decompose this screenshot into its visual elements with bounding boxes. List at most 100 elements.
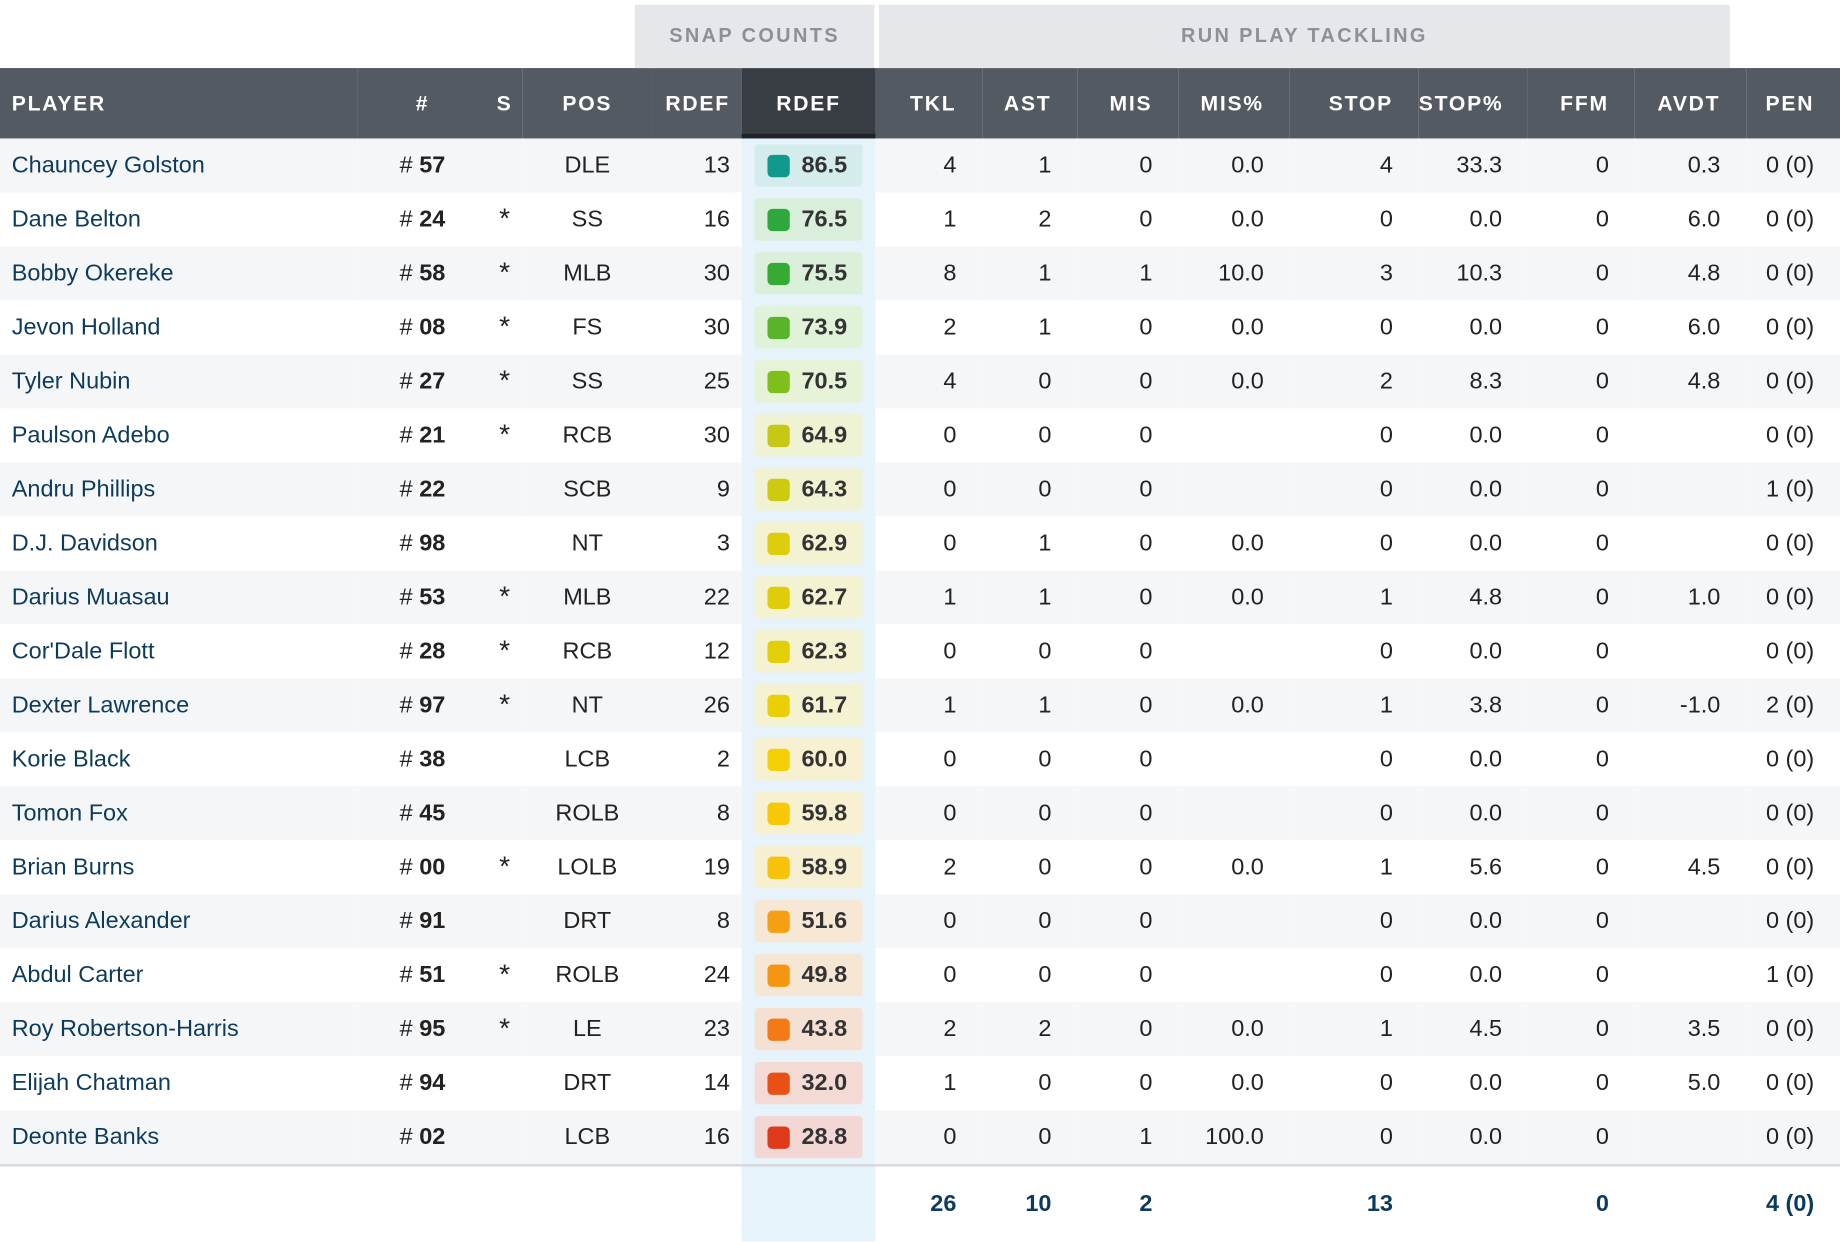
starter-marker	[487, 516, 523, 571]
mis-value: 0	[1077, 894, 1179, 949]
table-row[interactable]: Dane Belton # 24 * SS 16 76.5 1 2 0 0.0 0 0.0 0 6.0 0 …	[0, 192, 1840, 247]
tkl-value: 0	[875, 408, 983, 463]
table-row[interactable]: Bobby Okereke # 58 * MLB 30 75.5 8 1 1 10.0 3 10.3 0…	[0, 246, 1840, 301]
jersey-value: 94	[419, 1069, 446, 1096]
table-row[interactable]: Abdul Carter # 51 * ROLB 24 49.8 0 0 0 0 0.0 0 1 (0)	[0, 948, 1840, 1003]
jersey-hash: #	[399, 691, 413, 718]
col-ast[interactable]: AST	[982, 68, 1078, 139]
pen-value: 0 (0)	[1746, 786, 1840, 841]
rdef-snaps: 13	[652, 138, 742, 193]
col-number[interactable]: #	[357, 68, 488, 139]
jersey-value: 51	[419, 961, 446, 988]
starter-marker	[487, 138, 523, 193]
table-row[interactable]: Paulson Adebo # 21 * RCB 30 64.9 0 0 0 0 0.0 0 0 (0)	[0, 408, 1840, 463]
grade-value: 64.3	[801, 475, 848, 502]
table-row[interactable]: Elijah Chatman # 94 DRT 14 32.0 1 0 0 0.0 0 0.0 0 5.…	[0, 1056, 1840, 1111]
table-row[interactable]: Cor'Dale Flott # 28 * RCB 12 62.3 0 0 0 0 0.0 0 0 (0…	[0, 624, 1840, 679]
player-name-link[interactable]: Dexter Lawrence	[0, 678, 358, 733]
col-mis[interactable]: MIS	[1077, 68, 1179, 139]
grade-color-swatch	[767, 802, 790, 825]
rdef-snaps: 19	[652, 840, 742, 895]
player-name-link[interactable]: Brian Burns	[0, 840, 358, 895]
table-row[interactable]: Andru Phillips # 22 SCB 9 64.3 0 0 0 0 0.0 0 1 (0)	[0, 462, 1840, 517]
player-name-link[interactable]: Deonte Banks	[0, 1110, 358, 1166]
col-starter[interactable]: S	[487, 68, 523, 139]
col-stop[interactable]: STOP	[1289, 68, 1419, 139]
col-mis-pct[interactable]: MIS%	[1178, 68, 1290, 139]
starter-marker	[487, 732, 523, 787]
table-row[interactable]: Deonte Banks # 02 LCB 16 28.8 0 0 1 100.0 0 0.0 0 0 …	[0, 1110, 1840, 1166]
player-name-link[interactable]: Darius Muasau	[0, 570, 358, 625]
jersey-hash: #	[399, 1123, 413, 1150]
player-name-link[interactable]: Abdul Carter	[0, 948, 358, 1003]
rdef-grade-cell: 62.7	[741, 570, 876, 625]
table-row[interactable]: Dexter Lawrence # 97 * NT 26 61.7 1 1 0 0.0 1 3.8 0-…	[0, 678, 1840, 733]
player-name-link[interactable]: Paulson Adebo	[0, 408, 358, 463]
stop-pct-value: 5.6	[1418, 840, 1528, 895]
player-name-link[interactable]: Tyler Nubin	[0, 354, 358, 409]
jersey-number: # 02	[357, 1110, 488, 1166]
table-row[interactable]: Darius Alexander # 91 DRT 8 51.6 0 0 0 0 0.0 0 0 (0…	[0, 894, 1840, 949]
grade-color-swatch	[767, 424, 790, 447]
ast-value: 0	[982, 624, 1078, 679]
avdt-value	[1634, 894, 1747, 949]
grade-chip: 64.9	[754, 414, 863, 457]
mis-pct-value: 0.0	[1178, 138, 1290, 193]
ast-value: 2	[982, 192, 1078, 247]
grade-value: 76.5	[801, 205, 848, 232]
player-name-link[interactable]: Elijah Chatman	[0, 1056, 358, 1111]
ffm-value: 0	[1527, 786, 1635, 841]
mis-value: 0	[1077, 462, 1179, 517]
total-pen: 4 (0)	[1746, 1164, 1840, 1242]
grade-value: 62.9	[801, 529, 848, 556]
player-name-link[interactable]: Dane Belton	[0, 192, 358, 247]
mis-value: 0	[1077, 192, 1179, 247]
col-player[interactable]: PLAYER	[0, 68, 358, 139]
col-ffm[interactable]: FFM	[1527, 68, 1635, 139]
table-row[interactable]: D.J. Davidson # 98 NT 3 62.9 0 1 0 0.0 0 0.0 0 0 (0)	[0, 516, 1840, 571]
ast-value: 0	[982, 354, 1078, 409]
col-pen[interactable]: PEN	[1746, 68, 1840, 139]
mis-pct-value: 0.0	[1178, 516, 1290, 571]
player-name-link[interactable]: Cor'Dale Flott	[0, 624, 358, 679]
player-name-link[interactable]: Darius Alexander	[0, 894, 358, 949]
table-row[interactable]: Tomon Fox # 45 ROLB 8 59.8 0 0 0 0 0.0 0 0 (0)	[0, 786, 1840, 841]
rdef-snaps: 24	[652, 948, 742, 1003]
table-row[interactable]: Chauncey Golston # 57 DLE 13 86.5 4 1 0 0.0 4 33.3…	[0, 138, 1840, 193]
table-row[interactable]: Jevon Holland # 08 * FS 30 73.9 2 1 0 0.0 0 0.0 0 6.0…	[0, 300, 1840, 355]
player-name-link[interactable]: Bobby Okereke	[0, 246, 358, 301]
grade-chip: 51.6	[754, 900, 863, 943]
col-stop-pct[interactable]: STOP%	[1418, 68, 1528, 139]
table-row[interactable]: Tyler Nubin # 27 * SS 25 70.5 4 0 0 0.0 2 8.3 0 4.8 0 …	[0, 354, 1840, 409]
player-name-link[interactable]: Chauncey Golston	[0, 138, 358, 193]
col-avdt[interactable]: AVDT	[1634, 68, 1747, 139]
col-pos[interactable]: POS	[522, 68, 653, 139]
mis-pct-value: 0.0	[1178, 192, 1290, 247]
player-name-link[interactable]: Korie Black	[0, 732, 358, 787]
col-tkl[interactable]: TKL	[875, 68, 983, 139]
jersey-number: # 58	[357, 246, 488, 301]
jersey-number: # 00	[357, 840, 488, 895]
player-name-link[interactable]: D.J. Davidson	[0, 516, 358, 571]
table-row[interactable]: Brian Burns # 00 * LOLB 19 58.9 2 0 0 0.0 1 5.6 0 4.5…	[0, 840, 1840, 895]
table-row[interactable]: Roy Robertson-Harris # 95 * LE 23 43.8 2 2 0 0.0 1…	[0, 1002, 1840, 1057]
header-row: PLAYER # S POS RDEF RDEF TKL AST MIS MIS…	[0, 68, 1840, 139]
grade-value: 49.8	[801, 961, 848, 988]
stop-value: 3	[1289, 246, 1419, 301]
tkl-value: 0	[875, 462, 983, 517]
table-row[interactable]: Darius Muasau # 53 * MLB 22 62.7 1 1 0 0.0 1 4.8 0 1.…	[0, 570, 1840, 625]
player-name-link[interactable]: Tomon Fox	[0, 786, 358, 841]
player-name-link[interactable]: Roy Robertson-Harris	[0, 1002, 358, 1057]
position: LE	[522, 1002, 653, 1057]
col-rdef-snaps[interactable]: RDEF	[652, 68, 742, 139]
rdef-snaps: 12	[652, 624, 742, 679]
rdef-snaps: 25	[652, 354, 742, 409]
pen-value: 0 (0)	[1746, 624, 1840, 679]
player-name-link[interactable]: Andru Phillips	[0, 462, 358, 517]
starter-marker	[487, 1056, 523, 1111]
table-row[interactable]: Korie Black # 38 LCB 2 60.0 0 0 0 0 0.0 0 0 (0)	[0, 732, 1840, 787]
col-rdef-grade[interactable]: RDEF	[741, 68, 876, 139]
grade-value: 73.9	[801, 313, 848, 340]
grade-chip: 49.8	[754, 954, 863, 997]
player-name-link[interactable]: Jevon Holland	[0, 300, 358, 355]
